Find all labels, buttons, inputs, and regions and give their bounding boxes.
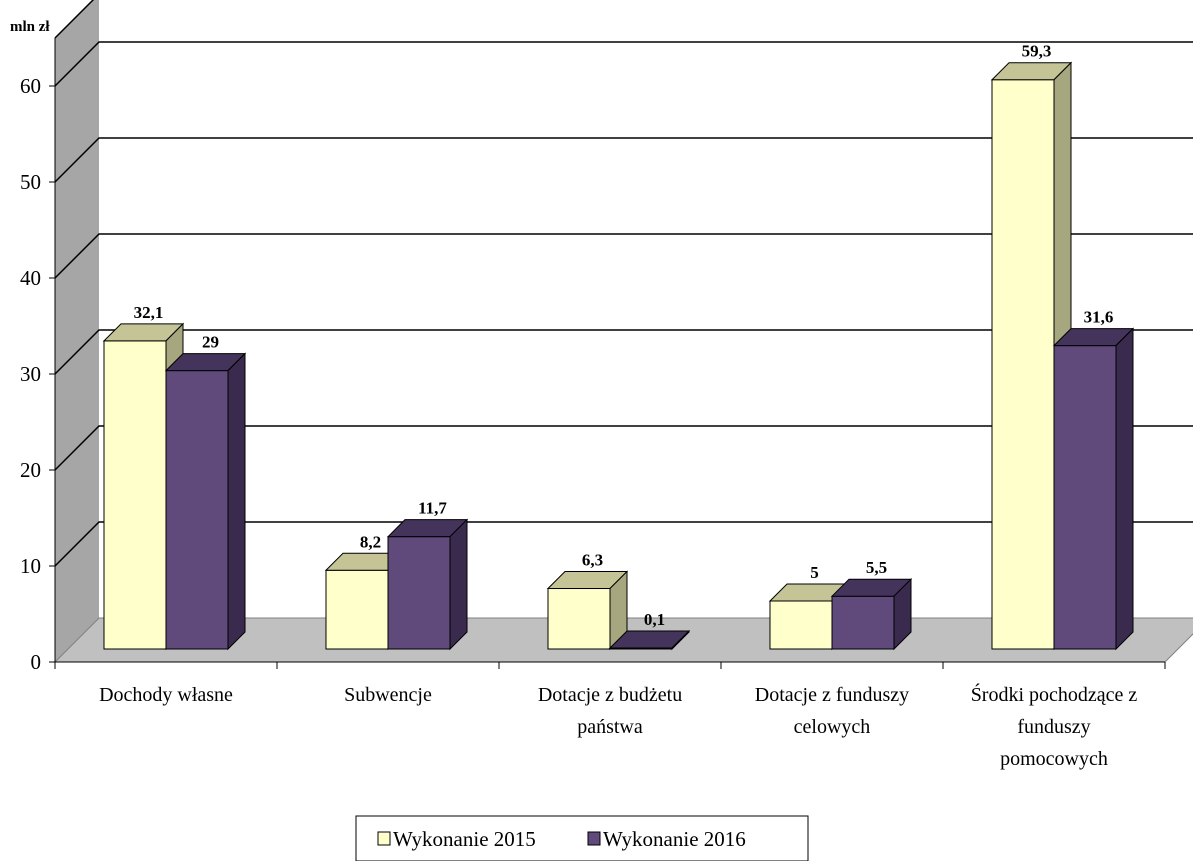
gridlines xyxy=(54,0,1193,567)
bar-front xyxy=(325,569,389,650)
gridline xyxy=(54,137,1193,183)
gridline xyxy=(54,521,1193,567)
category-label: Dochody własne xyxy=(99,684,233,706)
category-label: celowych xyxy=(794,716,871,738)
data-label: 5,5 xyxy=(866,558,887,577)
data-label: 32,1 xyxy=(134,303,164,322)
y-tick-label: 20 xyxy=(20,458,41,482)
category-label: państwa xyxy=(577,716,643,738)
bar-side xyxy=(893,577,912,651)
data-label: 31,6 xyxy=(1084,308,1114,327)
y-tick-label: 60 xyxy=(20,74,41,98)
y-tick-label: 0 xyxy=(31,650,42,674)
gridline xyxy=(54,0,95,39)
data-label: 8,2 xyxy=(360,532,381,551)
gridline xyxy=(54,425,1193,471)
bar-side xyxy=(449,518,468,651)
gridline xyxy=(54,329,1193,375)
data-label: 0,1 xyxy=(644,610,665,629)
category-label: Dotacje z budżetu xyxy=(538,684,682,706)
bar-side xyxy=(227,352,246,651)
bar-side xyxy=(1115,327,1134,651)
legend-entry: Wykonanie 2016 xyxy=(603,827,746,851)
legend-box xyxy=(355,815,809,861)
bar-front xyxy=(547,588,611,650)
category-label: Środki pochodzące z xyxy=(971,682,1138,706)
data-label: 6,3 xyxy=(582,551,603,570)
category-label: funduszy xyxy=(1017,716,1090,738)
data-labels: 32,1 8,2 6,3 5 59,3 29 11,7 0,1 5,5 31,6 xyxy=(134,42,1114,629)
data-label: 59,3 xyxy=(1022,42,1052,61)
category-label: Dotacje z funduszy xyxy=(755,684,909,706)
bar-front xyxy=(1053,345,1117,650)
y-tick-label: 50 xyxy=(20,170,41,194)
category-labels: Dochody własne Subwencje Dotacje z budżetu… xyxy=(99,682,1137,770)
bar-side xyxy=(671,629,690,651)
axes: 0 10 20 30 40 50 60 xyxy=(20,38,1166,674)
legend: Wykonanie 2015 Wykonanie 2016 xyxy=(355,815,809,861)
bar-front xyxy=(831,595,895,650)
y-tick-label: 30 xyxy=(20,362,41,386)
bar-front xyxy=(387,536,451,650)
gridline xyxy=(54,41,1193,87)
bar-front xyxy=(165,370,229,650)
legend-swatch xyxy=(587,831,601,846)
side-wall xyxy=(55,0,99,662)
data-label: 5 xyxy=(810,563,819,582)
legend-entry: Wykonanie 2015 xyxy=(393,827,536,851)
bars xyxy=(102,61,1135,651)
y-tick-label: 40 xyxy=(20,266,41,290)
bar-front xyxy=(991,79,1055,650)
category-label: Subwencje xyxy=(344,684,432,706)
bar-front xyxy=(769,600,833,650)
data-label: 11,7 xyxy=(418,499,447,518)
y-axis-label: mln zł xyxy=(10,19,50,35)
bar-front xyxy=(103,340,167,650)
legend-swatch xyxy=(377,831,391,846)
category-label: pomocowych xyxy=(1000,748,1108,770)
gridline xyxy=(54,233,1193,279)
data-label: 29 xyxy=(202,333,219,352)
y-tick-label: 10 xyxy=(20,554,41,578)
